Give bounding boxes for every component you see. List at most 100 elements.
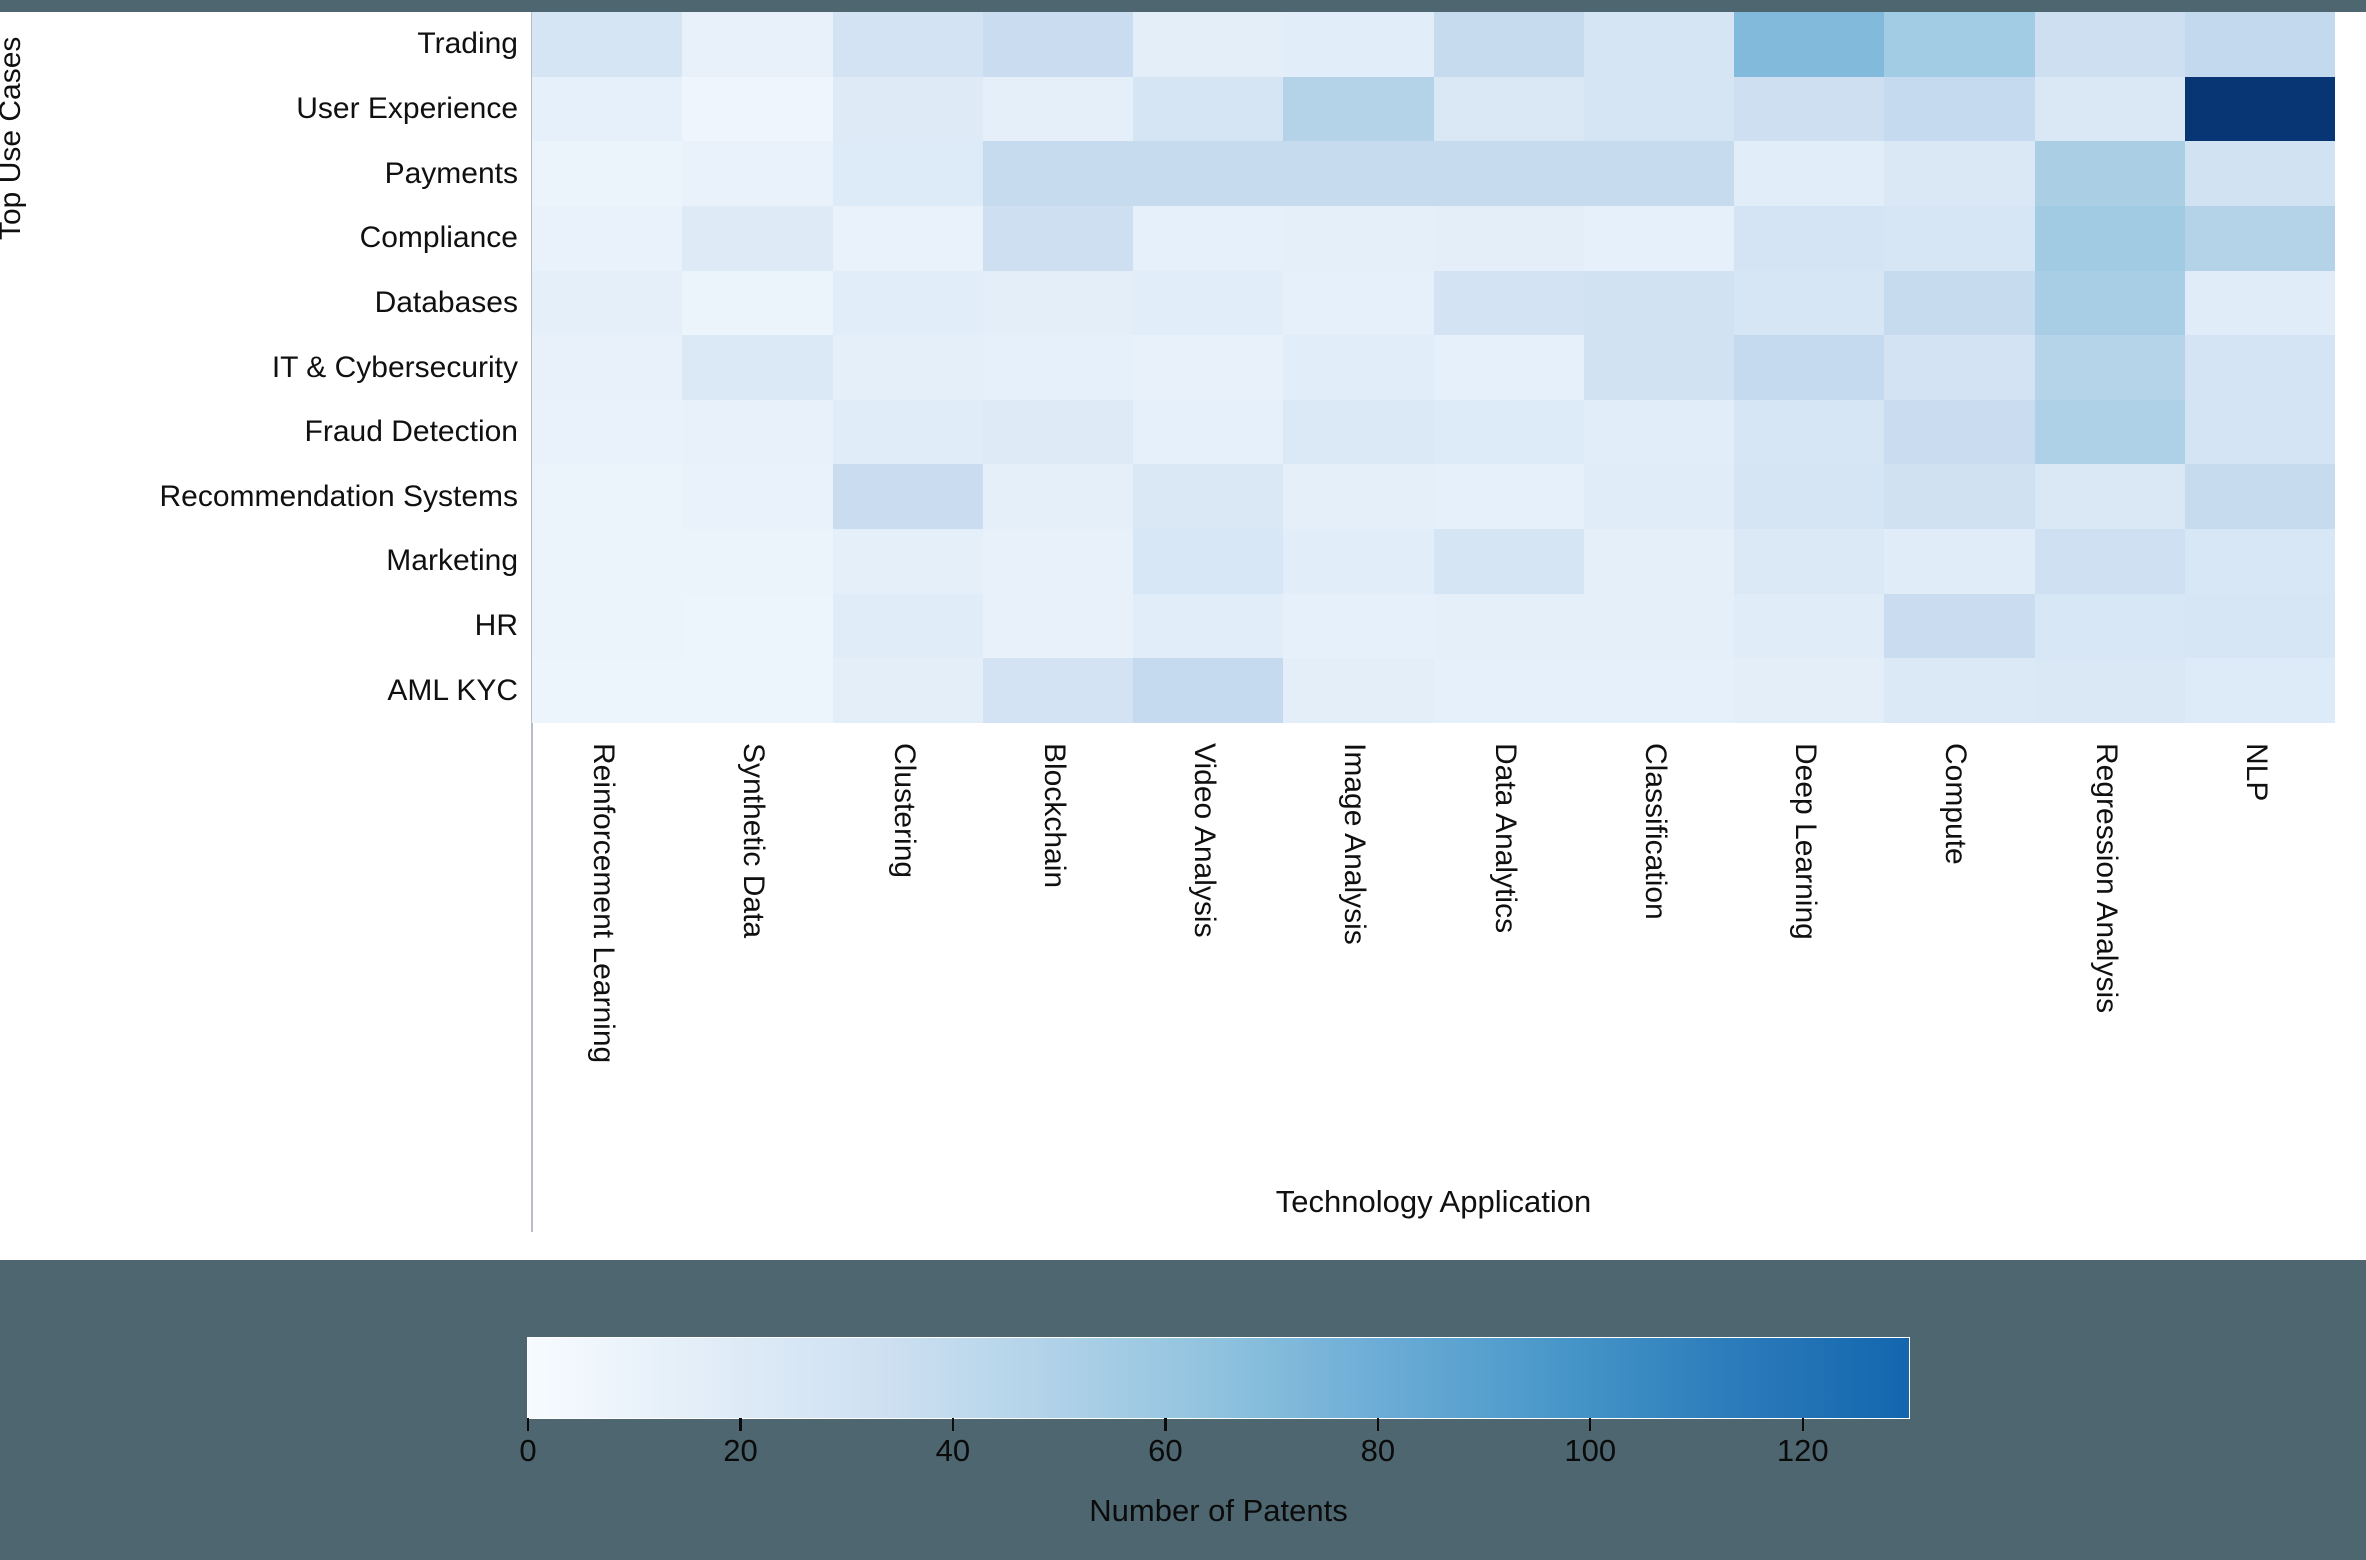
colorbar-tick-group: 0 20 40 60 80 100 120 (519, 1418, 1909, 1528)
heatmap-cell (1283, 529, 1434, 594)
heatmap-cell (832, 464, 983, 530)
heatmap-cell (2184, 76, 2335, 142)
heatmap-cell (532, 399, 683, 465)
heatmap-cell (1734, 205, 1885, 271)
heatmap-cell (1133, 205, 1284, 271)
heatmap-cell (1734, 593, 1885, 659)
heatmap-cell (682, 529, 833, 594)
heatmap-cell (532, 141, 683, 206)
heatmap-cell (1283, 76, 1434, 142)
x-tick-label: Synthetic Data (737, 743, 771, 939)
heatmap-cell (532, 529, 683, 594)
heatmap-cell (1133, 658, 1284, 723)
heatmap-cell (1133, 76, 1284, 142)
heatmap-cell (682, 593, 833, 659)
heatmap-cell (1884, 529, 2035, 594)
heatmap-cell (532, 205, 683, 271)
heatmap-cell (982, 399, 1133, 465)
heatmap-cell (682, 464, 833, 530)
heatmap-cell (832, 76, 983, 142)
heatmap-cell (532, 270, 683, 336)
heatmap-cell (2184, 12, 2335, 77)
heatmap-cell (1734, 12, 1885, 77)
heatmap-cell (832, 529, 983, 594)
colorbar-tick-label: 0 (519, 1433, 537, 1468)
heatmap-cell (682, 335, 833, 400)
x-tick-label: Compute (1939, 743, 1973, 865)
heatmap-cell (1433, 658, 1584, 723)
heatmap-cell (1133, 12, 1284, 77)
heatmap-cell (2034, 529, 2185, 594)
heatmap-cell (682, 399, 833, 465)
heatmap-cell (1583, 593, 1734, 659)
heatmap-cell (1133, 270, 1284, 336)
heatmap-cell (2034, 270, 2185, 336)
heatmap-cell (2034, 76, 2185, 142)
heatmap-cell (832, 399, 983, 465)
heatmap-grid (532, 12, 2335, 723)
heatmap-cell (1283, 399, 1434, 465)
heatmap-cell (982, 205, 1133, 271)
colorbar-tick-mark (527, 1418, 530, 1431)
heatmap-cell (832, 335, 983, 400)
heatmap-cell (832, 12, 983, 77)
colorbar-tick-label: 60 (1148, 1433, 1183, 1468)
heatmap-cell (1583, 141, 1734, 206)
heatmap-cell (982, 529, 1133, 594)
y-tick-label: Fraud Detection (304, 415, 518, 449)
y-tick-label: Trading (417, 27, 518, 61)
heatmap-cell (1734, 335, 1885, 400)
heatmap-cell (2184, 529, 2335, 594)
heatmap-cell (1133, 141, 1284, 206)
heatmap-cell (2184, 464, 2335, 530)
x-tick-label: Deep Learning (1789, 743, 1823, 940)
heatmap-cell (982, 76, 1133, 142)
heatmap-cell (532, 658, 683, 723)
x-axis-title: Technology Application (1275, 1184, 1592, 1219)
heatmap-cell (1433, 12, 1584, 77)
y-tick-label: Compliance (359, 221, 518, 255)
x-tick-label: Reinforcement Learning (587, 743, 621, 1064)
heatmap-cell (532, 593, 683, 659)
heatmap-axes (531, 12, 2335, 1232)
heatmap-cell (2184, 658, 2335, 723)
heatmap-cell (2034, 464, 2185, 530)
heatmap-cell (532, 464, 683, 530)
heatmap-cell (1133, 529, 1284, 594)
x-tick-label: NLP (2239, 743, 2273, 802)
heatmap-cell (532, 335, 683, 400)
heatmap-cell (1884, 76, 2035, 142)
heatmap-cell (1734, 141, 1885, 206)
heatmap-cell (2034, 12, 2185, 77)
heatmap-cell (982, 270, 1133, 336)
heatmap-cell (1734, 270, 1885, 336)
x-tick-label: Blockchain (1037, 743, 1071, 889)
heatmap-cell (1283, 12, 1434, 77)
colorbar-tick-mark (1376, 1418, 1380, 1431)
colorbar[interactable] (527, 1337, 1910, 1419)
heatmap-cell (1734, 658, 1885, 723)
colorbar-tick-label: 100 (1564, 1433, 1617, 1468)
figure-panel: Top Use Cases Trading User Experience Paym… (0, 12, 2366, 1260)
heatmap-cell (982, 658, 1133, 723)
heatmap-cell (1583, 399, 1734, 465)
heatmap-cell (832, 270, 983, 336)
heatmap-cell (832, 593, 983, 659)
heatmap-cell (2034, 335, 2185, 400)
heatmap-cell (2184, 141, 2335, 206)
heatmap-cell (832, 658, 983, 723)
heatmap-cell (1884, 658, 2035, 723)
heatmap-cell (1283, 205, 1434, 271)
heatmap-cell (982, 335, 1133, 400)
colorbar-title: Number of Patents (1089, 1493, 1348, 1528)
heatmap-cell (532, 76, 683, 142)
heatmap-cell (982, 12, 1133, 77)
heatmap-cell (1433, 399, 1584, 465)
heatmap-cell (982, 141, 1133, 206)
y-tick-label: User Experience (296, 91, 518, 125)
heatmap-cell (1583, 12, 1734, 77)
heatmap-cell (682, 76, 833, 142)
y-tick-label: HR (474, 609, 518, 643)
colorbar-tick-label: 80 (1360, 1433, 1396, 1468)
x-tick-label: Data Analytics (1488, 743, 1522, 934)
